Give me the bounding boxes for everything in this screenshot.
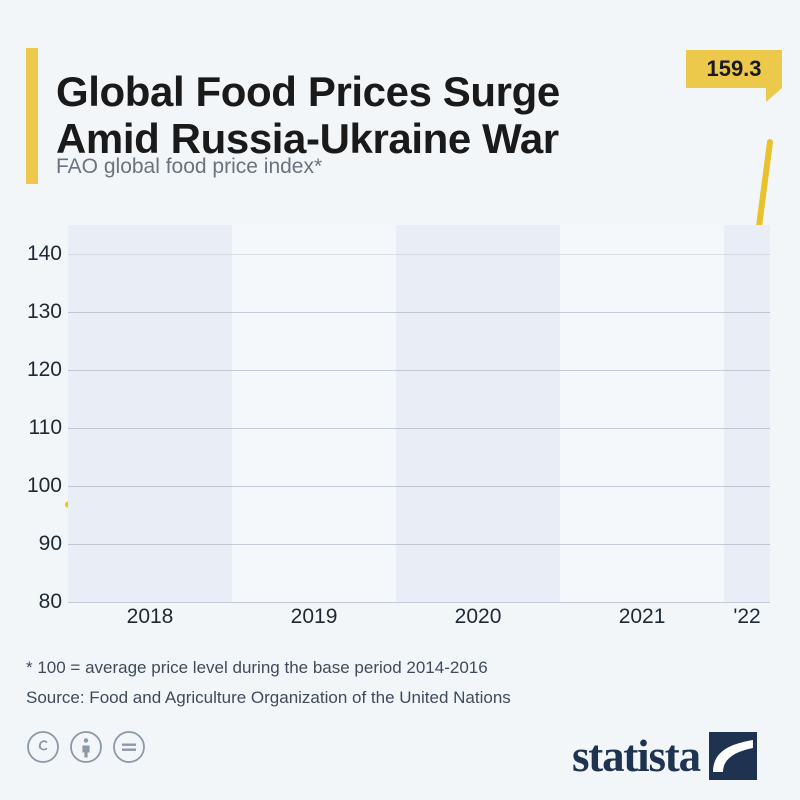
y-tick-110: 110 bbox=[28, 416, 62, 439]
title-accent-bar bbox=[26, 48, 38, 184]
x-tick-2020: 2020 bbox=[454, 605, 502, 628]
gridline-90 bbox=[68, 544, 770, 545]
no-derivatives-icon[interactable] bbox=[112, 730, 146, 764]
last-value-label: 159.3 bbox=[706, 56, 762, 81]
gridline-140 bbox=[68, 254, 770, 255]
year-band-22 bbox=[724, 225, 770, 602]
y-axis: 80 90 100 110 120 130 140 bbox=[0, 200, 62, 640]
y-tick-80: 80 bbox=[38, 590, 62, 613]
y-tick-120: 120 bbox=[26, 358, 62, 381]
gridline-110 bbox=[68, 428, 770, 429]
title-line-1: Global Food Prices Surge bbox=[56, 68, 560, 116]
year-band-2019 bbox=[232, 225, 397, 602]
plot-area bbox=[65, 139, 773, 603]
footer: * 100 = average price level during the b… bbox=[0, 645, 800, 800]
chart-area bbox=[0, 139, 800, 640]
footnote: * 100 = average price level during the b… bbox=[26, 658, 488, 677]
page-title: Global Food Prices Surge Amid Russia-Ukr… bbox=[56, 68, 676, 162]
creative-commons-icons bbox=[26, 730, 146, 764]
last-value-callout: 159.3 bbox=[686, 50, 782, 88]
gridline-100 bbox=[68, 486, 770, 487]
gridline-130 bbox=[68, 312, 770, 313]
y-tick-100: 100 bbox=[26, 474, 62, 497]
gridline-80 bbox=[68, 602, 770, 603]
callout-notch bbox=[766, 88, 782, 102]
y-tick-140: 140 bbox=[26, 242, 62, 265]
x-tick-2018: 2018 bbox=[126, 605, 174, 628]
title-line-2: Amid Russia-Ukraine War bbox=[56, 115, 559, 163]
y-tick-130: 130 bbox=[26, 300, 62, 323]
source-text: Source: Food and Agriculture Organizatio… bbox=[26, 688, 511, 707]
year-band-2021 bbox=[560, 225, 725, 602]
x-tick-22: '22 bbox=[733, 605, 761, 628]
attribution-icon[interactable] bbox=[69, 730, 103, 764]
statista-logo: statista bbox=[572, 730, 757, 782]
year-band-2020 bbox=[396, 225, 561, 602]
creative-commons-icon[interactable] bbox=[26, 730, 60, 764]
statista-wordmark: statista bbox=[572, 731, 701, 781]
x-tick-2019: 2019 bbox=[290, 605, 338, 628]
statista-mark-icon bbox=[708, 732, 757, 780]
year-band-2018 bbox=[68, 225, 233, 602]
y-tick-90: 90 bbox=[38, 532, 62, 555]
x-tick-2021: 2021 bbox=[618, 605, 666, 628]
header: Global Food Prices Surge Amid Russia-Ukr… bbox=[0, 0, 800, 200]
page-subtitle: FAO global food price index* bbox=[56, 155, 323, 178]
gridline-120 bbox=[68, 370, 770, 371]
